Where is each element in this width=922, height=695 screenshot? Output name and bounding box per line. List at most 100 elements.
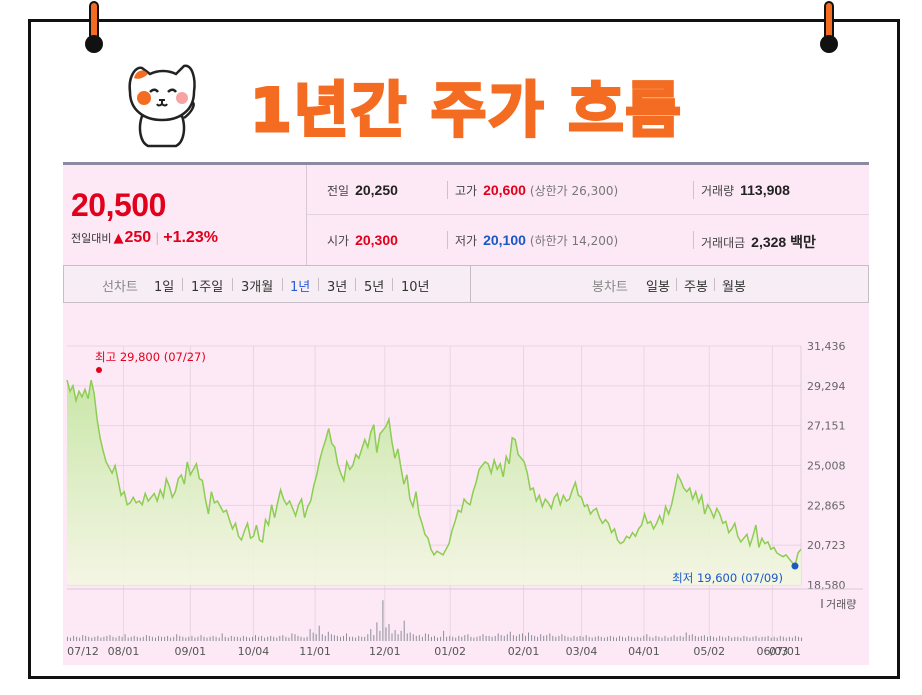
volume-bar	[776, 637, 778, 641]
volume-bar	[616, 637, 617, 641]
period-weekly[interactable]: 주봉	[684, 280, 708, 295]
volume-bar	[182, 636, 184, 641]
period-monthly[interactable]: 월봉	[722, 280, 746, 295]
divider	[447, 181, 448, 199]
range-1w[interactable]: 1주일	[191, 280, 224, 295]
stat-open: 시가 20,300	[327, 232, 398, 249]
volume-bar	[136, 636, 138, 641]
volume-bar	[167, 635, 169, 641]
range-5y[interactable]: 5년	[364, 280, 385, 295]
volume-bar	[327, 631, 329, 641]
up-triangle-icon: ▲	[113, 231, 124, 246]
volume-bar	[719, 635, 721, 641]
volume-bar	[273, 636, 275, 641]
volume-bar	[330, 634, 332, 641]
volume-bar	[603, 637, 605, 641]
volume-bar	[473, 637, 475, 641]
stat-label: 시가	[327, 234, 350, 248]
min-annotation: 최저 19,600 (07/09)	[672, 571, 783, 585]
current-price-box: 20,500 전일대비 ▲250 | +1.23%	[63, 165, 307, 265]
volume-bar	[455, 637, 457, 641]
volume-bar	[597, 635, 599, 641]
y-tick-label: 18,580	[807, 579, 846, 592]
volume-bar	[619, 635, 620, 641]
volume-bar	[418, 635, 420, 641]
volume-bar	[121, 636, 123, 641]
volume-bar	[109, 635, 111, 641]
volume-bar	[440, 636, 442, 641]
divider	[392, 278, 393, 291]
volume-bar	[385, 627, 387, 641]
volume-bar	[133, 635, 135, 641]
divider	[182, 278, 183, 291]
y-tick-label: 31,436	[807, 340, 846, 353]
volume-bar	[534, 635, 536, 641]
y-tick-label: 22,865	[807, 499, 846, 512]
divider	[232, 278, 233, 291]
change-percent: +1.23%	[163, 229, 218, 246]
range-1y[interactable]: 1년	[290, 280, 311, 295]
volume-bar	[352, 636, 354, 641]
binder-pin-left-icon	[85, 1, 103, 53]
binder-pin-right-icon	[820, 1, 838, 53]
volume-bar	[716, 637, 718, 641]
volume-bar	[218, 637, 220, 641]
period-daily[interactable]: 일봉	[646, 280, 670, 295]
range-10y[interactable]: 10년	[401, 280, 430, 295]
volume-bars	[67, 600, 802, 641]
volume-bar	[749, 637, 751, 641]
stock-panel: 20,500 전일대비 ▲250 | +1.23% 전일 20,250 고가 20,600…	[63, 162, 869, 665]
volume-bar	[488, 635, 490, 641]
volume-bar	[637, 636, 639, 641]
volume-bar	[661, 637, 663, 641]
volume-bar	[388, 624, 390, 641]
volume-bar	[525, 635, 526, 641]
volume-bar	[567, 636, 569, 641]
volume-bar	[688, 635, 690, 641]
volume-bar	[270, 635, 272, 641]
volume-bar	[673, 635, 675, 641]
volume-bar	[173, 636, 175, 641]
volume-bar	[552, 635, 554, 641]
range-3y[interactable]: 3년	[327, 280, 348, 295]
volume-bar	[710, 635, 711, 641]
volume-bar	[285, 636, 287, 641]
volume-bar	[227, 637, 229, 641]
volume-bar	[373, 635, 375, 641]
change-amount: 250	[124, 229, 152, 246]
volume-bar	[155, 637, 156, 641]
volume-bar	[467, 634, 469, 641]
range-1d[interactable]: 1일	[154, 280, 175, 295]
volume-bar	[479, 635, 481, 641]
volume-bar	[697, 636, 699, 641]
volume-bar	[206, 637, 208, 641]
divider	[470, 266, 471, 302]
range-3m[interactable]: 3개월	[241, 280, 274, 295]
upper-limit: (상한가 26,300)	[529, 184, 619, 198]
volume-bar	[100, 637, 102, 641]
volume-bar	[546, 635, 548, 641]
volume-bar	[336, 635, 338, 641]
volume-bar	[670, 636, 672, 641]
volume-bar	[613, 636, 614, 641]
volume-bar	[579, 635, 581, 641]
divider	[318, 278, 319, 291]
volume-bar	[464, 635, 466, 641]
volume-bar	[376, 622, 378, 641]
volume-bar	[303, 637, 305, 641]
x-tick-label: 12/01	[369, 645, 401, 658]
stat-trade-value: 거래대금 2,328 백만	[701, 232, 816, 252]
volume-bar	[794, 635, 796, 641]
volume-bar	[470, 636, 472, 641]
stat-label: 저가	[455, 234, 478, 248]
volume-bar	[412, 634, 414, 641]
stat-label: 거래량	[701, 184, 735, 198]
volume-bar	[242, 635, 244, 641]
divider	[447, 231, 448, 249]
stat-label: 전일	[327, 184, 350, 198]
min-point	[791, 562, 799, 570]
x-tick-label: 02/01	[508, 645, 540, 658]
divider	[676, 278, 677, 291]
line-chart-label: 선차트	[102, 280, 138, 295]
volume-bar	[349, 636, 351, 641]
